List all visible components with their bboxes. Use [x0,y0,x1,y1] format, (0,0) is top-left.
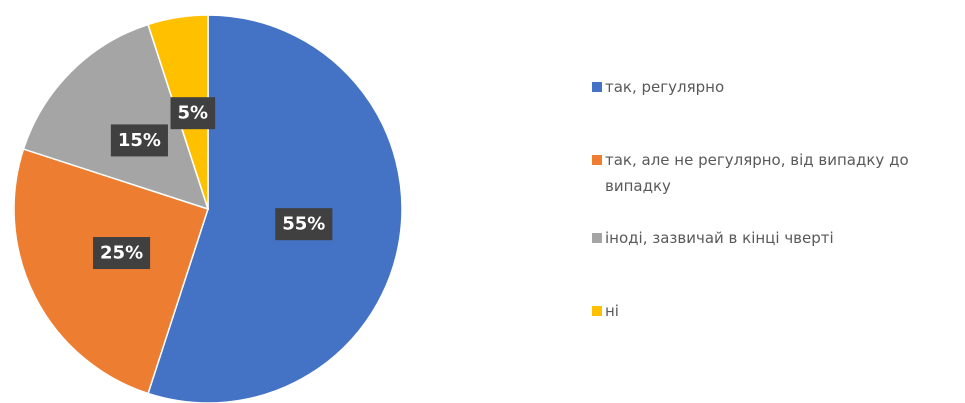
data-label-box [170,97,216,130]
legend-item: ні [592,298,962,324]
data-label-box [93,237,151,270]
legend-label: так, регулярно [605,78,725,96]
pie-slice [22,23,210,211]
data-label: 15% [110,124,168,157]
legend-item: так, але не регулярно, від випадку до ви… [592,147,962,199]
legend-label: ні [605,302,619,320]
legend-item: іноді, зазвичай в кінці чверті [592,225,962,251]
legend-swatch [592,82,602,92]
data-label-box [110,124,168,157]
data-label: 25% [93,237,151,270]
pie-slice [13,148,209,395]
data-label-text: 55% [282,214,325,235]
legend-swatch [592,233,602,243]
data-label-text: 25% [100,243,143,264]
data-label-box [275,208,333,241]
legend-swatch [592,306,602,316]
legend-swatch [592,155,602,165]
legend-label: іноді, зазвичай в кінці чверті [605,229,834,247]
data-label: 5% [170,97,216,130]
legend-item: так, регулярно [592,74,962,100]
data-label-text: 15% [118,130,161,151]
data-label: 55% [275,208,333,241]
legend-label: так, але не регулярно, від випадку до ви… [605,151,909,195]
data-label-text: 5% [178,103,209,124]
